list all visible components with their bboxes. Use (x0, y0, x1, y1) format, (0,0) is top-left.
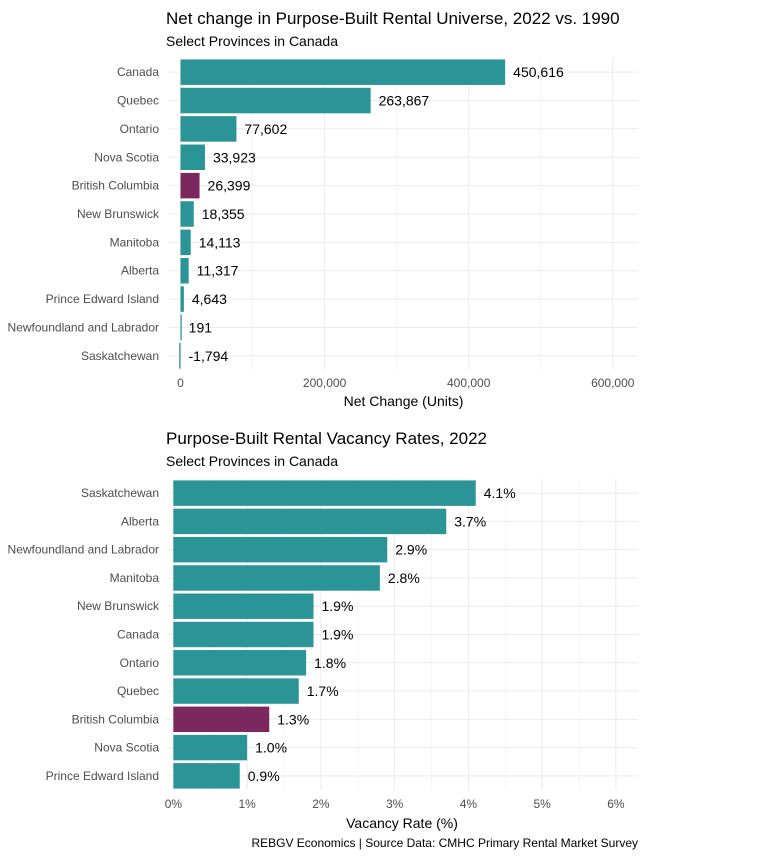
category-label: Nova Scotia (94, 741, 159, 755)
data-label: 4.1% (484, 485, 516, 501)
bar (180, 286, 184, 312)
category-label: New Brunswick (77, 599, 160, 613)
data-label: 3.7% (454, 513, 486, 529)
x-tick-label: 0% (165, 797, 183, 811)
x-axis-label: Vacancy Rate (%) (346, 815, 458, 831)
bar (173, 678, 299, 704)
data-label: 77,602 (244, 121, 287, 137)
bar (180, 59, 506, 85)
bar (179, 343, 181, 369)
bar (173, 593, 314, 619)
bar (173, 621, 314, 648)
data-label: 1.0% (255, 740, 287, 756)
bar (173, 734, 248, 761)
category-label: Quebec (117, 94, 159, 108)
data-label: 4,643 (192, 291, 227, 307)
bar (180, 116, 237, 142)
data-label: 1.9% (322, 627, 354, 643)
data-label: 2.9% (395, 542, 427, 558)
category-label: Prince Edward Island (46, 292, 159, 306)
category-label: Ontario (120, 122, 160, 136)
bar (180, 229, 191, 256)
data-label: 33,923 (213, 149, 256, 165)
bar (180, 201, 194, 227)
category-label: Manitoba (110, 571, 160, 585)
x-tick-label: 600,000 (591, 376, 635, 390)
category-label: Alberta (121, 264, 159, 278)
x-tick-label: 0 (177, 376, 184, 390)
bar (173, 763, 240, 789)
chart-subtitle: Select Provinces in Canada (166, 33, 338, 49)
x-axis-label: Net Change (Units) (344, 393, 464, 409)
data-label: 11,317 (197, 263, 239, 279)
chart-subtitle: Select Provinces in Canada (166, 453, 338, 469)
category-label: Newfoundland and Labrador (8, 543, 159, 557)
bar (173, 565, 380, 591)
data-label: 0.9% (248, 768, 280, 784)
bar (173, 480, 476, 506)
chart-title: Purpose-Built Rental Vacancy Rates, 2022 (166, 429, 487, 448)
x-tick-label: 200,000 (303, 376, 347, 390)
category-label: Alberta (121, 514, 159, 528)
bar (180, 314, 182, 341)
data-label: 18,355 (202, 206, 245, 222)
bar (180, 172, 200, 199)
x-tick-label: 5% (533, 797, 551, 811)
data-label: 1.3% (277, 711, 309, 727)
data-label: 1.7% (307, 683, 339, 699)
net-change-chart: Net change in Purpose-Built Rental Unive… (8, 9, 638, 409)
data-label: -1,794 (189, 348, 229, 364)
category-label: British Columbia (72, 712, 160, 726)
x-tick-label: 6% (607, 797, 625, 811)
data-label: 263,867 (379, 93, 430, 109)
category-label: Prince Edward Island (46, 769, 159, 783)
data-label: 2.8% (388, 570, 420, 586)
category-label: Ontario (120, 656, 160, 670)
bar (180, 257, 189, 284)
bar (173, 536, 388, 563)
category-label: Newfoundland and Labrador (8, 320, 159, 334)
vacancy-rate-chart: Purpose-Built Rental Vacancy Rates, 2022… (8, 429, 638, 831)
chart-title: Net change in Purpose-Built Rental Unive… (166, 9, 620, 28)
bar (180, 87, 371, 114)
x-tick-label: 3% (386, 797, 404, 811)
bar (173, 508, 447, 535)
bar (180, 144, 205, 171)
data-label: 14,113 (199, 234, 241, 250)
x-tick-label: 400,000 (447, 376, 491, 390)
bar (173, 706, 270, 733)
data-label: 1.9% (322, 598, 354, 614)
category-label: Saskatchewan (81, 486, 159, 500)
x-tick-label: 2% (312, 797, 330, 811)
data-label: 26,399 (208, 178, 251, 194)
data-label: 191 (189, 319, 213, 335)
category-label: Manitoba (110, 235, 160, 249)
category-label: Quebec (117, 684, 159, 698)
category-label: British Columbia (72, 179, 160, 193)
category-label: Canada (117, 628, 159, 642)
data-label: 450,616 (513, 64, 564, 80)
source-caption: REBGV Economics | Source Data: CMHC Prim… (251, 836, 638, 850)
category-label: Saskatchewan (81, 349, 159, 363)
x-tick-label: 1% (238, 797, 256, 811)
data-label: 1.8% (314, 655, 346, 671)
category-label: New Brunswick (77, 207, 160, 221)
category-label: Nova Scotia (94, 150, 159, 164)
category-label: Canada (117, 65, 159, 79)
bar (173, 650, 307, 676)
x-tick-label: 4% (460, 797, 478, 811)
